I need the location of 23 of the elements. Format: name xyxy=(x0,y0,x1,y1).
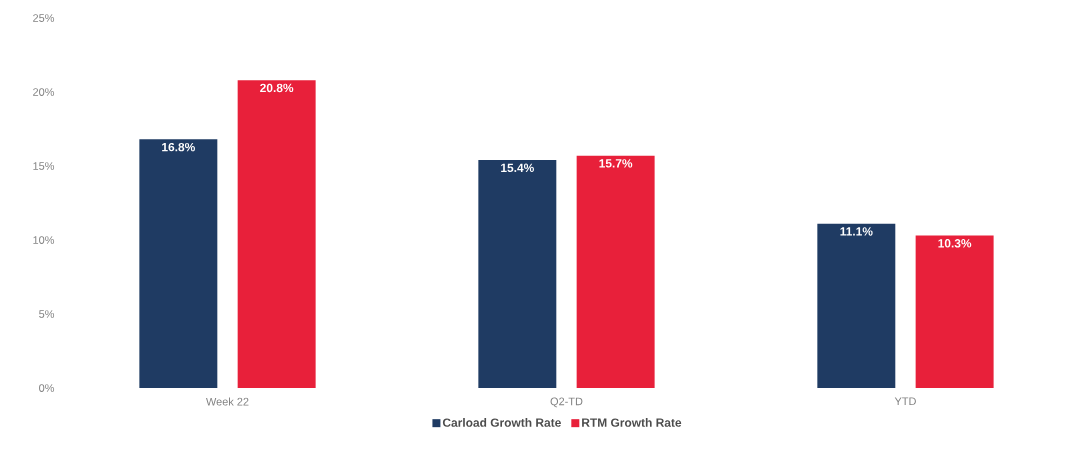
legend-label: RTM Growth Rate xyxy=(582,418,682,427)
data-label: 20.8% xyxy=(260,83,294,93)
bar xyxy=(237,80,316,388)
data-label: 10.3% xyxy=(938,239,972,248)
bar xyxy=(915,235,994,388)
y-tick-label: 0% xyxy=(39,384,55,392)
bar xyxy=(478,160,557,388)
y-tick-label: 10% xyxy=(33,236,55,244)
data-label: 11.1% xyxy=(840,227,873,236)
legend-label: Carload Growth Rate xyxy=(442,418,561,427)
y-tick-label: 25% xyxy=(33,14,55,22)
x-tick-label: YTD xyxy=(894,397,916,406)
x-tick-label: Week 22 xyxy=(206,397,249,406)
bar xyxy=(576,155,655,388)
y-tick-label: 5% xyxy=(39,310,55,318)
x-tick-label: Q2-TD xyxy=(550,397,583,408)
data-label: 15.4% xyxy=(501,163,534,173)
y-tick-label: 20% xyxy=(33,88,55,96)
bar xyxy=(817,223,896,388)
y-tick-label: 15% xyxy=(33,162,55,170)
bar xyxy=(139,139,218,388)
data-label: 16.8% xyxy=(162,142,195,152)
data-label: 15.7% xyxy=(599,159,633,168)
